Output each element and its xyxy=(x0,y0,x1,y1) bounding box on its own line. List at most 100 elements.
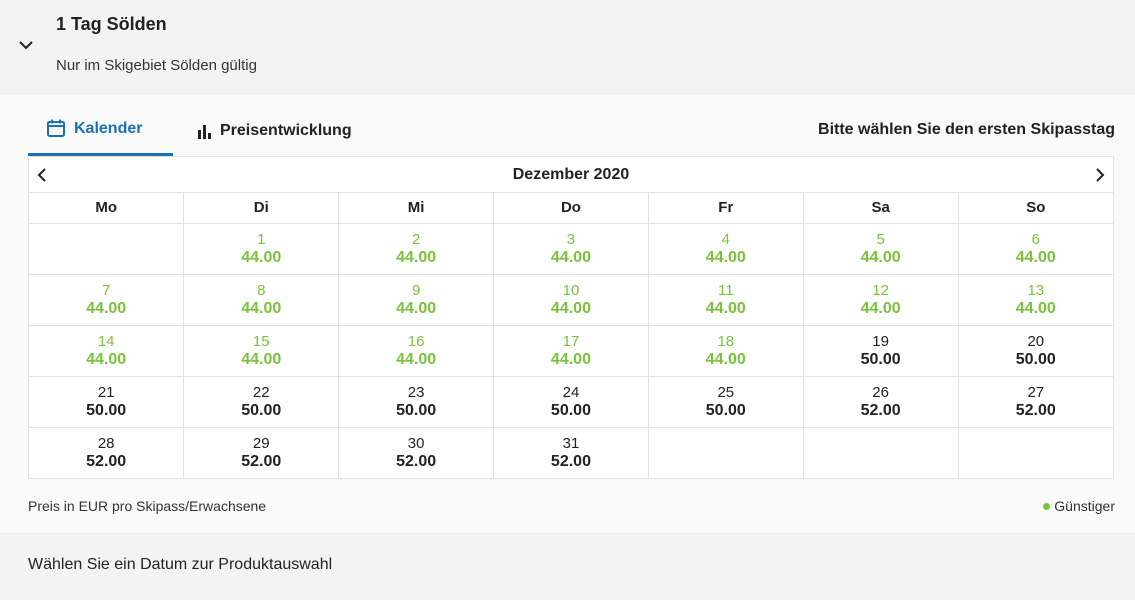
calendar-day-cell[interactable]: 3 44.00 xyxy=(493,223,649,275)
day-price: 44.00 xyxy=(860,248,901,266)
calendar-week-row: 28 52.00 29 52.00 30 52.00 31 52.00 xyxy=(29,427,1113,478)
day-number: 24 xyxy=(562,383,580,401)
calendar: Dezember 2020 Mo Di Mi Do Fr Sa So 1 44.00 2 44.0… xyxy=(28,156,1114,479)
calendar-week-row: 21 50.00 22 50.00 23 50.00 24 50.00 25 50.00 26 52.… xyxy=(29,376,1113,428)
calendar-day-cell[interactable]: 25 50.00 xyxy=(648,376,804,428)
day-number: 17 xyxy=(562,332,580,350)
chevron-down-icon[interactable] xyxy=(19,40,33,50)
calendar-empty-cell xyxy=(648,427,804,478)
calendar-day-cell[interactable]: 22 50.00 xyxy=(183,376,340,428)
weekday-header: Sa xyxy=(803,193,959,224)
product-header[interactable]: 1 Tag Sölden Nur im Skigebiet Sölden gül… xyxy=(0,0,1135,94)
day-price: 52.00 xyxy=(86,452,127,470)
calendar-day-cell[interactable]: 1 44.00 xyxy=(183,223,340,275)
day-number: 23 xyxy=(407,383,425,401)
calendar-day-cell[interactable]: 2 44.00 xyxy=(338,223,495,275)
day-number: 21 xyxy=(97,383,115,401)
price-note: Preis in EUR pro Skipass/Erwachsene xyxy=(28,498,267,514)
chevron-left-icon[interactable] xyxy=(35,167,51,183)
calendar-day-cell[interactable]: 27 52.00 xyxy=(958,376,1113,428)
day-price: 44.00 xyxy=(550,350,591,368)
day-price: 50.00 xyxy=(705,401,746,419)
tab-preisentwicklung-label: Preisentwicklung xyxy=(220,122,352,139)
calendar-week-row: 7 44.00 8 44.00 9 44.00 10 44.00 11 44.00 12 44.00 1… xyxy=(29,274,1113,326)
calendar-day-cell[interactable]: 17 44.00 xyxy=(493,325,649,377)
day-number: 20 xyxy=(1027,332,1045,350)
bar-chart-icon xyxy=(198,125,211,139)
calendar-day-cell[interactable]: 13 44.00 xyxy=(958,274,1113,326)
tab-kalender-label: Kalender xyxy=(74,120,143,137)
day-number: 10 xyxy=(562,281,580,299)
day-number: 5 xyxy=(876,230,885,248)
day-number: 19 xyxy=(872,332,889,350)
calendar-header: Dezember 2020 xyxy=(29,157,1113,193)
calendar-day-cell[interactable]: 23 50.00 xyxy=(338,376,495,428)
day-number: 28 xyxy=(97,434,115,452)
calendar-day-cell[interactable]: 7 44.00 xyxy=(29,274,185,326)
day-price: 44.00 xyxy=(241,299,282,317)
day-price: 44.00 xyxy=(396,350,437,368)
calendar-day-cell[interactable]: 4 44.00 xyxy=(648,223,804,275)
day-price: 52.00 xyxy=(550,452,591,470)
day-number: 30 xyxy=(407,434,425,452)
calendar-day-cell[interactable]: 10 44.00 xyxy=(493,274,649,326)
chevron-right-icon[interactable] xyxy=(1091,167,1107,183)
weekday-header: Do xyxy=(493,193,649,224)
calendar-empty-cell xyxy=(958,427,1113,478)
day-number: 2 xyxy=(411,230,421,248)
calendar-day-cell[interactable]: 8 44.00 xyxy=(183,274,340,326)
calendar-day-cell[interactable]: 20 50.00 xyxy=(958,325,1113,377)
calendar-day-cell[interactable]: 31 52.00 xyxy=(493,427,649,478)
calendar-icon xyxy=(47,119,65,137)
day-price: 44.00 xyxy=(1015,248,1056,266)
day-number: 15 xyxy=(252,332,270,350)
calendar-day-cell[interactable]: 26 52.00 xyxy=(803,376,959,428)
day-number: 29 xyxy=(252,434,270,452)
calendar-day-cell[interactable]: 30 52.00 xyxy=(338,427,495,478)
tab-kalender[interactable]: Kalender xyxy=(28,114,173,156)
day-price: 44.00 xyxy=(550,299,591,317)
day-number: 13 xyxy=(1027,281,1045,299)
day-number: 22 xyxy=(252,383,270,401)
calendar-day-cell[interactable]: 19 50.00 xyxy=(803,325,959,377)
day-price: 44.00 xyxy=(550,248,591,266)
day-number: 11 xyxy=(718,281,734,299)
calendar-day-cell[interactable]: 21 50.00 xyxy=(29,376,185,428)
tab-preisentwicklung[interactable]: Preisentwicklung xyxy=(196,114,386,156)
calendar-day-cell[interactable]: 11 44.00 xyxy=(648,274,804,326)
calendar-day-cell[interactable]: 9 44.00 xyxy=(338,274,495,326)
day-number: 26 xyxy=(872,383,889,401)
day-price: 50.00 xyxy=(241,401,282,419)
calendar-day-cell[interactable]: 5 44.00 xyxy=(803,223,959,275)
day-number: 8 xyxy=(257,281,266,299)
day-number: 3 xyxy=(566,230,576,248)
day-number: 6 xyxy=(1031,230,1040,248)
day-price: 52.00 xyxy=(241,452,282,470)
calendar-day-cell[interactable]: 14 44.00 xyxy=(29,325,185,377)
day-number: 25 xyxy=(717,383,735,401)
product-title: 1 Tag Sölden xyxy=(56,14,167,34)
calendar-day-cell[interactable]: 6 44.00 xyxy=(958,223,1113,275)
day-price: 44.00 xyxy=(241,248,282,266)
calendar-week-row: 14 44.00 15 44.00 16 44.00 17 44.00 18 44.00 19 50.… xyxy=(29,325,1113,377)
product-subtitle: Nur im Skigebiet Sölden gültig xyxy=(56,57,257,74)
calendar-day-cell[interactable]: 24 50.00 xyxy=(493,376,649,428)
product-selection-hint: Wählen Sie ein Datum zur Produktauswahl xyxy=(28,556,333,573)
calendar-empty-cell xyxy=(803,427,959,478)
calendar-day-cell[interactable]: 28 52.00 xyxy=(29,427,185,478)
day-price: 44.00 xyxy=(705,248,746,266)
calendar-day-cell[interactable]: 29 52.00 xyxy=(183,427,340,478)
day-number: 4 xyxy=(721,230,730,248)
legend-label: Günstiger xyxy=(1054,498,1115,514)
calendar-day-cell[interactable]: 16 44.00 xyxy=(338,325,495,377)
calendar-day-cell[interactable]: 12 44.00 xyxy=(803,274,959,326)
day-number: 12 xyxy=(872,281,889,299)
weekday-header: Mi xyxy=(338,193,495,224)
calendar-empty-cell xyxy=(29,223,185,275)
calendar-body: 1 44.00 2 44.00 3 44.00 4 44.00 5 44.00 6 44.00 7 44.… xyxy=(29,223,1113,478)
day-price: 52.00 xyxy=(396,452,437,470)
day-price: 44.00 xyxy=(705,299,746,317)
calendar-month: Dezember 2020 xyxy=(512,166,630,183)
calendar-day-cell[interactable]: 15 44.00 xyxy=(183,325,340,377)
calendar-day-cell[interactable]: 18 44.00 xyxy=(648,325,804,377)
